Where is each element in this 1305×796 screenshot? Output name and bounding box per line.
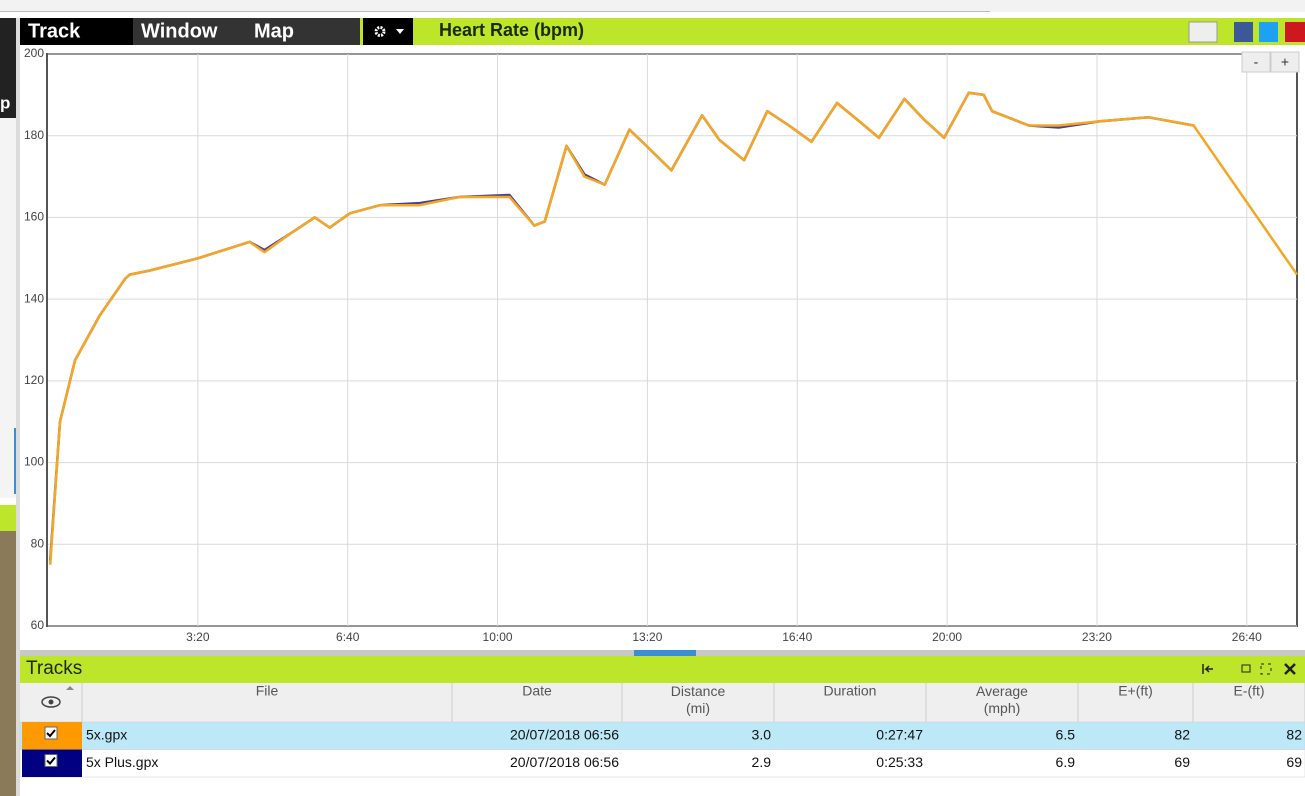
table-cell: 82 — [1174, 727, 1190, 743]
zoom-out-label: - — [1254, 54, 1259, 70]
scroll-thumb[interactable] — [634, 650, 696, 656]
gear-button[interactable] — [363, 18, 413, 45]
left-fragment: p — [0, 93, 10, 112]
eye-icon[interactable] — [41, 696, 61, 708]
zoom-in-label: + — [1281, 54, 1289, 70]
visibility-checkbox[interactable] — [44, 754, 58, 767]
y-tick-label: 100 — [24, 455, 44, 469]
column-header: Distance (mi) — [671, 683, 726, 716]
eye-pupil — [48, 699, 54, 705]
table-header — [20, 683, 1305, 722]
column-header: E+(ft) — [1118, 683, 1153, 699]
y-tick-label: 160 — [24, 210, 44, 224]
table-row — [19, 721, 1305, 750]
sort-icon — [66, 686, 74, 690]
left-map — [0, 531, 20, 796]
table-row — [19, 749, 1305, 778]
browser-bar — [0, 0, 1305, 12]
left-green — [0, 505, 16, 531]
column-header: Date — [522, 683, 552, 699]
table-cell: 5x.gpx — [86, 727, 127, 743]
close-icon[interactable] — [1284, 663, 1296, 675]
table-cell: 0:25:33 — [876, 754, 923, 770]
caret — [396, 29, 404, 34]
tracks-header — [20, 656, 1305, 683]
x-tick-label: 3:20 — [186, 630, 210, 644]
tracks-title: Tracks — [26, 658, 82, 679]
title-bar — [413, 18, 1305, 45]
y-tick-label: 60 — [31, 618, 45, 632]
x-tick-label: 13:20 — [632, 630, 662, 644]
menu-item[interactable]: Window — [141, 20, 218, 42]
dock-icon[interactable] — [1202, 664, 1213, 674]
x-tick-label: 20:00 — [932, 630, 962, 644]
table-cell: 20/07/2018 06:56 — [510, 754, 619, 770]
menu-bar — [133, 18, 360, 45]
table-cell: 6.9 — [1056, 754, 1076, 770]
y-tick-label: 180 — [24, 128, 44, 142]
x-tick-label: 26:40 — [1232, 630, 1262, 644]
menu-active — [20, 18, 133, 45]
splitter[interactable] — [16, 18, 20, 796]
menu-item[interactable]: Map — [254, 20, 294, 42]
plot-frame — [46, 53, 1298, 627]
checkmark — [46, 756, 56, 765]
maximize-icon[interactable] — [1260, 663, 1272, 675]
x-tick-label: 10:00 — [483, 630, 513, 644]
table-cell: 82 — [1286, 727, 1302, 743]
checkmark — [46, 729, 56, 738]
y-tick-label: 80 — [31, 536, 45, 550]
series-line — [48, 91, 1299, 565]
table-cell: 69 — [1286, 754, 1302, 770]
column-header: Duration — [824, 683, 877, 699]
column-header: File — [256, 683, 279, 699]
table-cell: 5x Plus.gpx — [86, 754, 158, 770]
restore-icon[interactable] — [1241, 664, 1251, 673]
chart-title: Heart Rate (bpm) — [439, 20, 584, 40]
fullscreen-button[interactable] — [1188, 21, 1218, 43]
gear-icon — [374, 26, 386, 37]
table-cell: 3.0 — [752, 727, 772, 743]
table-cell: 2.9 — [752, 754, 772, 770]
column-header: Average (mph) — [976, 683, 1028, 716]
table-cell: 69 — [1174, 754, 1190, 770]
menu-separator — [360, 18, 363, 45]
left-dark — [0, 18, 16, 118]
menu-item[interactable]: Track — [28, 20, 81, 42]
visibility-checkbox[interactable] — [44, 726, 58, 740]
column-header: E-(ft) — [1233, 683, 1264, 699]
twitter-icon[interactable] — [1259, 22, 1278, 42]
y-tick-label: 120 — [24, 373, 44, 387]
table-cell: 20/07/2018 06:56 — [510, 727, 619, 743]
y-tick-label: 140 — [24, 291, 44, 305]
x-tick-label: 6:40 — [336, 630, 360, 644]
x-tick-label: 16:40 — [782, 630, 812, 644]
left-light — [0, 118, 16, 498]
zoom-in[interactable] — [1270, 51, 1300, 73]
y-tick-label: 200 — [24, 46, 44, 60]
zoom-out[interactable] — [1241, 51, 1271, 73]
x-tick-label: 23:20 — [1082, 630, 1112, 644]
youtube-icon[interactable] — [1285, 22, 1305, 42]
facebook-icon[interactable] — [1234, 22, 1253, 42]
table-cell: 6.5 — [1056, 727, 1076, 743]
table-cell: 0:27:47 — [876, 727, 923, 743]
